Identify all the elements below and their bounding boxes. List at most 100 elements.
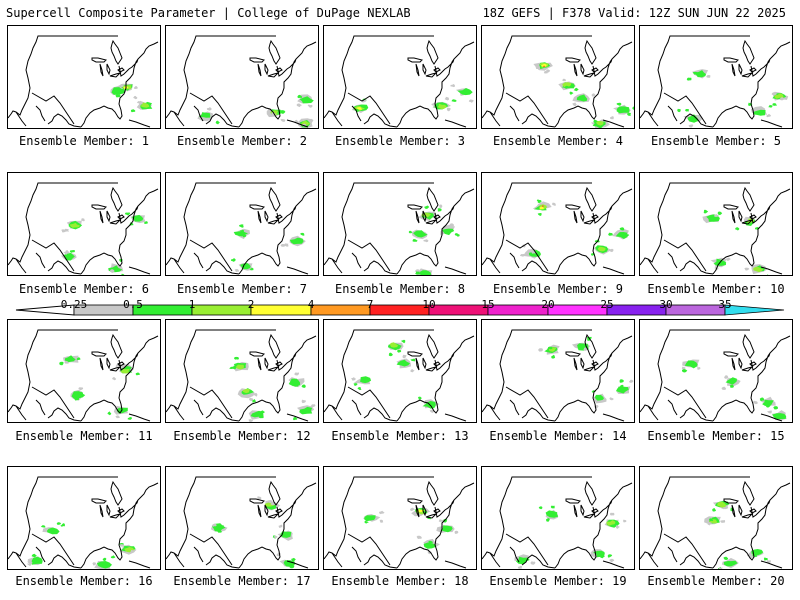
- parameter-contour: [753, 396, 776, 408]
- colorbar-tick-label: 10: [422, 298, 436, 311]
- parameter-contour: [296, 94, 314, 108]
- ensemble-member-map: [481, 172, 635, 276]
- ensemble-member-map: [7, 172, 161, 276]
- great-lakes: [723, 57, 757, 78]
- great-lakes: [407, 498, 441, 519]
- parameter-contour: [712, 500, 734, 512]
- parameter-contour: [746, 549, 771, 564]
- member-label: Ensemble Member: 6: [18, 282, 150, 296]
- parameter-contour: [408, 229, 429, 243]
- parameter-contour: [272, 524, 293, 541]
- great-lakes: [565, 57, 599, 78]
- country-border: [189, 386, 233, 419]
- map-canvas: [640, 35, 791, 128]
- colorbar-bin: [487, 304, 549, 316]
- great-lakes: [91, 351, 125, 372]
- parameter-contour: [110, 84, 126, 98]
- coastline: [324, 35, 475, 128]
- colorbar-tick-label: 2: [247, 298, 255, 311]
- ensemble-member-map: [165, 466, 319, 570]
- map-canvas: [640, 329, 791, 422]
- country-border: [505, 92, 549, 125]
- parameter-contour: [237, 388, 258, 403]
- ensemble-member-map: [165, 25, 319, 129]
- country-border: [347, 533, 391, 566]
- map-canvas: [166, 35, 317, 128]
- parameter-contour: [440, 223, 460, 237]
- country-border: [189, 533, 233, 566]
- colorbar-bin: [369, 304, 430, 316]
- coastline: [482, 476, 633, 569]
- ensemble-member-map: [639, 25, 793, 129]
- colorbar-tick-label: 15: [481, 298, 495, 311]
- great-lakes: [91, 498, 125, 519]
- map-canvas: [482, 35, 634, 128]
- member-label: Ensemble Member: 14: [489, 429, 627, 443]
- colorbar-bin: [606, 304, 667, 316]
- ensemble-member-map: [323, 172, 477, 276]
- coastline: [482, 182, 633, 275]
- parameter-contour: [27, 553, 43, 566]
- coastline: [640, 35, 791, 128]
- parameter-contour: [111, 364, 140, 381]
- parameter-contour: [92, 555, 116, 569]
- colorbar-tick-label: 0.5: [123, 298, 143, 311]
- country-border: [347, 92, 391, 125]
- map-canvas: [8, 476, 159, 569]
- member-label: Ensemble Member: 18: [331, 574, 469, 588]
- member-label: Ensemble Member: 8: [334, 282, 466, 296]
- great-lakes: [565, 498, 599, 519]
- member-label: Ensemble Member: 12: [173, 429, 311, 443]
- colorbar-tick-label: 35: [718, 298, 732, 311]
- parameter-contour: [294, 118, 314, 128]
- parameter-contour: [450, 84, 474, 103]
- parameter-contour: [532, 199, 556, 216]
- great-lakes: [249, 498, 283, 519]
- member-label: Ensemble Member: 11: [15, 429, 153, 443]
- coastline: [324, 476, 475, 569]
- parameter-contour: [292, 399, 316, 421]
- map-canvas: [324, 476, 475, 569]
- parameter-contour: [572, 336, 592, 351]
- parameter-contour: [351, 98, 369, 113]
- coastline: [324, 329, 475, 422]
- parameter-contour: [210, 523, 228, 533]
- parameter-contour: [519, 244, 541, 259]
- map-canvas: [166, 476, 317, 569]
- colorbar-bin: [547, 304, 608, 316]
- country-border: [347, 386, 391, 419]
- parameter-contour: [702, 209, 723, 224]
- great-lakes: [723, 498, 757, 519]
- country-border: [347, 239, 391, 272]
- ensemble-member-map: [323, 319, 477, 423]
- parameter-contour: [417, 396, 440, 413]
- ensemble-member-map: [323, 466, 477, 570]
- map-canvas: [482, 329, 634, 422]
- parameter-contour: [538, 505, 559, 522]
- great-lakes: [249, 351, 283, 372]
- parameter-contour: [257, 496, 281, 511]
- parameter-contour: [704, 516, 726, 526]
- country-border: [31, 239, 75, 272]
- parameter-contour: [710, 257, 731, 270]
- coastline: [640, 182, 791, 275]
- parameter-contour: [414, 268, 433, 275]
- map-title: Supercell Composite Parameter | College …: [6, 6, 411, 20]
- ensemble-member-map: [165, 319, 319, 423]
- parameter-contour: [387, 339, 406, 357]
- parameter-contour: [748, 102, 773, 118]
- member-label: Ensemble Member: 4: [492, 134, 624, 148]
- colorbar-bin: [310, 304, 371, 316]
- member-label: Ensemble Member: 20: [647, 574, 785, 588]
- map-canvas: [8, 35, 159, 128]
- colorbar-tick-label: 30: [659, 298, 673, 311]
- country-border: [505, 386, 549, 419]
- coastline: [324, 182, 475, 275]
- country-border: [31, 92, 75, 125]
- coastline: [640, 329, 791, 422]
- parameter-contour: [686, 69, 711, 81]
- country-border: [663, 533, 707, 566]
- parameter-contour: [681, 359, 701, 373]
- colorbar-bin: [191, 304, 252, 316]
- parameter-contour: [61, 218, 85, 233]
